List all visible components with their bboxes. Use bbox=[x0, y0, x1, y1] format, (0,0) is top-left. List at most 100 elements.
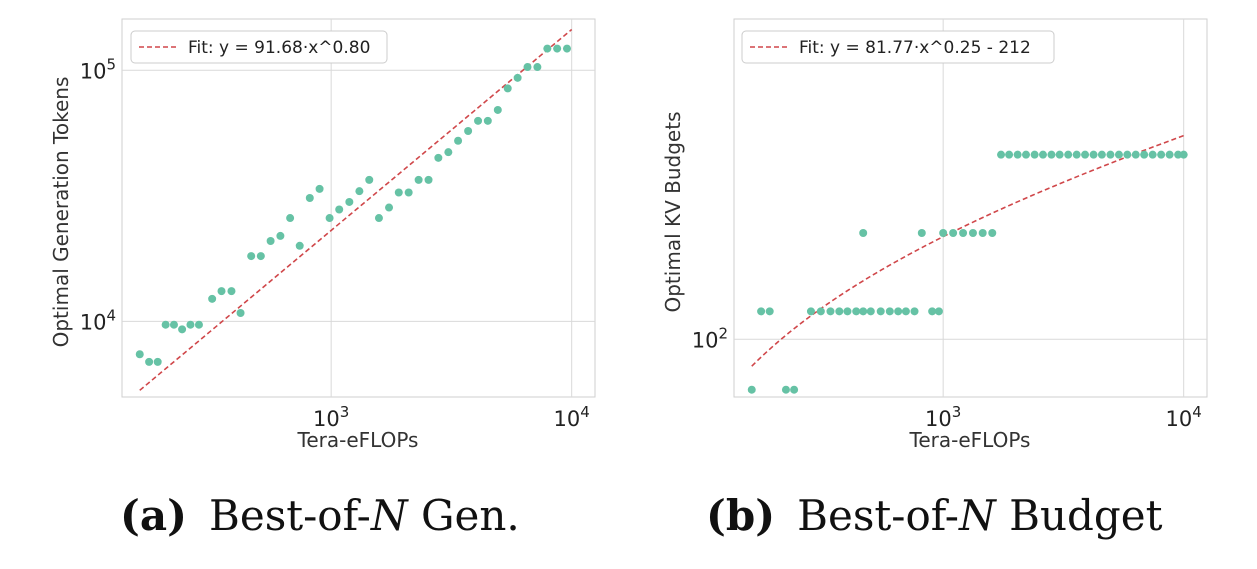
panel-b-data-point bbox=[968, 229, 977, 237]
panel-a-legend-label: Fit: y = 91.68·x^0.80 bbox=[188, 38, 370, 58]
x-tick-exponent: 4 bbox=[1192, 403, 1202, 421]
panel-a-data-point bbox=[286, 214, 295, 223]
x-tick-exponent: 3 bbox=[952, 403, 962, 421]
panel-a-data-point bbox=[414, 175, 423, 184]
panel-a-data-point bbox=[161, 320, 170, 329]
panel-b-legend: Fit: y = 81.77·x^0.25 - 212 bbox=[741, 30, 1055, 64]
panel-a-data-point bbox=[385, 203, 394, 212]
panel-b-data-point bbox=[1055, 150, 1064, 159]
panel-a-x-axis-label: Tera-eFLOPs bbox=[297, 428, 419, 452]
panel-b-data-point bbox=[859, 229, 868, 237]
panel-b-y-axis-label: Optimal KV Budgets bbox=[661, 112, 685, 313]
panel-b-data-point bbox=[1013, 150, 1022, 159]
panel-b-data-point bbox=[1114, 150, 1123, 159]
panel-a-data-point bbox=[345, 197, 354, 206]
panel-a-data-point bbox=[256, 252, 265, 261]
panel-b-data-point bbox=[1165, 150, 1174, 159]
panel-a-data-point bbox=[266, 237, 275, 245]
panel-b-data-point bbox=[866, 307, 875, 316]
panel-a-data-point bbox=[355, 187, 364, 196]
panel-b-data-point bbox=[1064, 150, 1073, 159]
panel-a-points bbox=[135, 44, 571, 366]
panel-a-data-point bbox=[493, 105, 502, 114]
panel-a-data-point bbox=[434, 153, 443, 162]
panel-a-data-point bbox=[186, 320, 195, 329]
panel-b-fit-curve bbox=[751, 134, 1184, 367]
panel-a-y-tick-label: 105 bbox=[80, 55, 116, 83]
caption-b-text-pre: Best-of- bbox=[797, 491, 959, 540]
panel-a-x-tick-label: 104 bbox=[554, 403, 590, 431]
panel-a-data-point bbox=[178, 325, 187, 334]
panel-a-data-point bbox=[503, 84, 512, 93]
panel-b-fit-line bbox=[751, 134, 1184, 367]
panel-b-data-point bbox=[806, 307, 815, 316]
panel-b-data-point bbox=[876, 307, 885, 316]
panel-a-data-point bbox=[533, 63, 542, 72]
panel-b-data-point bbox=[917, 229, 926, 237]
panel-a-data-point bbox=[562, 44, 571, 53]
caption-a-text-post: Gen. bbox=[408, 491, 520, 540]
panel-b-data-point bbox=[901, 307, 910, 316]
panel-b-data-point bbox=[1106, 150, 1115, 159]
panel-b-data-point bbox=[757, 307, 766, 316]
panel-b-data-point bbox=[1097, 150, 1106, 159]
panel-a-data-point bbox=[236, 309, 245, 318]
panel-b-data-point bbox=[1022, 150, 1030, 159]
panel-a-data-point bbox=[513, 73, 522, 82]
panel-b-data-point bbox=[1174, 150, 1183, 159]
panel-b-data-point bbox=[1089, 150, 1098, 159]
panel-b-data-point bbox=[852, 307, 861, 316]
panel-b-data-point bbox=[997, 150, 1006, 159]
panel-a-data-point bbox=[153, 357, 162, 366]
panel-a-data-point bbox=[227, 287, 236, 296]
x-tick-base: 10 bbox=[554, 407, 581, 431]
panel-b-data-point bbox=[1038, 150, 1047, 159]
panel-a-data-point bbox=[394, 188, 403, 197]
panel-b-data-point bbox=[816, 307, 825, 316]
x-tick-base: 10 bbox=[313, 407, 340, 431]
panel-a-data-point bbox=[145, 357, 154, 366]
panel-a-data-point bbox=[295, 241, 304, 250]
panel-a-data-point bbox=[553, 44, 562, 53]
panel-a-data-point bbox=[194, 320, 203, 329]
panel-b-data-point bbox=[1081, 150, 1090, 159]
panel-b-data-point bbox=[835, 307, 844, 316]
panel-b-data-point bbox=[1140, 150, 1149, 159]
panel-b-data-point bbox=[959, 229, 968, 237]
panel-b-gridlines bbox=[734, 19, 1207, 397]
panel-b-data-point bbox=[988, 229, 997, 237]
caption-b: (b) Best-of-N Budget bbox=[706, 491, 1163, 540]
panel-a-data-point bbox=[305, 194, 314, 202]
panel-b-data-point bbox=[1157, 150, 1166, 159]
panel-a-fit-line bbox=[139, 28, 573, 391]
panel-a-data-point bbox=[444, 148, 453, 157]
y-tick-exponent: 2 bbox=[718, 324, 728, 342]
panel-b-data-point bbox=[859, 307, 868, 316]
panel-a-legend-box bbox=[130, 30, 388, 64]
panel-a-x-tick-label: 103 bbox=[313, 403, 349, 431]
panel-b-data-point bbox=[1179, 150, 1188, 159]
panel-a-data-point bbox=[276, 231, 285, 240]
panel-b-data-point bbox=[781, 385, 790, 394]
panel-b-data-point bbox=[1047, 150, 1056, 159]
panel-a-data-point bbox=[208, 294, 217, 303]
panel-b-data-point bbox=[894, 307, 903, 316]
y-tick-exponent: 5 bbox=[106, 55, 116, 73]
panel-b-data-point bbox=[1148, 150, 1157, 159]
panel-b-data-point bbox=[934, 307, 943, 316]
panel-a-data-point bbox=[135, 350, 144, 359]
panel-b-data-point bbox=[1030, 150, 1039, 159]
caption-a-label: (a) bbox=[120, 491, 187, 540]
panel-a-data-point bbox=[474, 116, 483, 125]
panel-b-data-point bbox=[790, 385, 799, 394]
panel-b-data-point bbox=[826, 307, 835, 316]
panel-b-legend-label: Fit: y = 81.77·x^0.25 - 212 bbox=[799, 38, 1031, 58]
panel-b-x-tick-label: 104 bbox=[1166, 403, 1202, 431]
y-tick-base: 10 bbox=[692, 328, 719, 352]
panel-a-data-point bbox=[335, 205, 344, 214]
